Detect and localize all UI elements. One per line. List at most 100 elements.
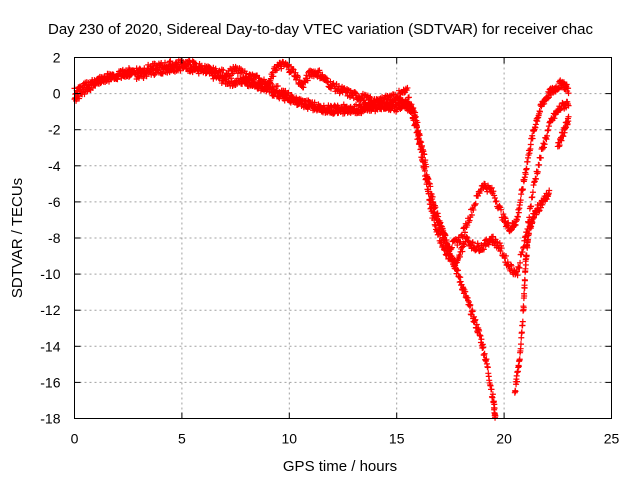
data-point xyxy=(143,73,150,80)
data-point xyxy=(524,244,531,251)
data-point xyxy=(447,252,454,259)
data-point xyxy=(370,102,377,109)
data-point xyxy=(188,64,195,71)
data-point xyxy=(410,105,417,112)
data-point xyxy=(114,73,121,80)
data-point xyxy=(386,106,393,113)
data-point xyxy=(544,95,551,102)
data-point xyxy=(504,259,511,266)
data-point xyxy=(514,272,521,279)
data-point xyxy=(419,154,426,161)
data-point xyxy=(323,75,330,82)
series-track-e xyxy=(554,113,572,150)
data-point xyxy=(97,80,104,87)
data-point xyxy=(185,57,192,64)
data-point xyxy=(541,141,548,148)
data-point xyxy=(545,126,552,133)
y-tick-label: -10 xyxy=(40,266,60,282)
grid xyxy=(74,57,612,419)
data-point xyxy=(471,202,478,209)
data-point xyxy=(167,58,174,65)
data-point xyxy=(300,84,307,91)
data-point xyxy=(412,121,419,128)
data-point xyxy=(177,67,184,74)
data-point xyxy=(428,205,435,212)
data-point xyxy=(353,90,360,97)
data-point xyxy=(411,112,418,119)
data-point xyxy=(515,263,522,270)
data-point xyxy=(496,202,503,209)
data-point xyxy=(440,246,447,253)
data-point xyxy=(435,219,442,226)
data-point xyxy=(537,108,544,115)
data-point xyxy=(210,75,217,82)
data-point xyxy=(536,207,543,214)
data-point xyxy=(74,87,81,94)
data-point xyxy=(488,386,495,393)
data-point xyxy=(294,73,301,80)
y-axis-label: SDTVAR / TECUs xyxy=(9,178,26,298)
data-point xyxy=(537,154,544,161)
data-point xyxy=(546,187,553,194)
x-tick-label: 5 xyxy=(178,431,186,447)
data-point xyxy=(166,58,173,65)
data-point xyxy=(289,66,296,73)
data-point xyxy=(544,132,551,139)
y-tick-label: 0 xyxy=(53,86,61,102)
data-points xyxy=(71,56,572,421)
data-point xyxy=(565,113,572,120)
data-point xyxy=(551,115,558,122)
data-point xyxy=(430,212,437,219)
data-point xyxy=(171,64,178,71)
data-point xyxy=(461,241,468,248)
data-point xyxy=(415,127,422,134)
data-point xyxy=(477,332,484,339)
data-point xyxy=(412,113,419,120)
data-point xyxy=(425,190,432,197)
data-point xyxy=(444,248,451,255)
data-point xyxy=(423,175,430,182)
data-point xyxy=(558,137,565,144)
data-point xyxy=(565,90,572,97)
data-point xyxy=(498,206,505,213)
data-point xyxy=(545,123,552,130)
data-point xyxy=(563,81,570,88)
data-point xyxy=(521,277,528,284)
data-point xyxy=(516,356,523,363)
y-tick-label: -14 xyxy=(40,338,60,354)
data-point xyxy=(498,245,505,252)
data-point xyxy=(313,72,320,79)
data-point xyxy=(543,136,550,143)
data-point xyxy=(518,329,525,336)
data-point xyxy=(497,248,504,255)
data-point xyxy=(513,372,520,379)
data-point xyxy=(86,85,93,92)
data-point xyxy=(290,66,297,73)
data-point xyxy=(521,285,528,292)
data-point xyxy=(145,61,152,68)
data-point xyxy=(484,364,491,371)
data-point xyxy=(301,78,308,85)
data-point xyxy=(564,121,571,128)
y-tick-label: -8 xyxy=(48,230,61,246)
data-point xyxy=(528,203,535,210)
data-point xyxy=(488,184,495,191)
x-axis-label: GPS time / hours xyxy=(283,458,397,475)
data-point xyxy=(491,405,498,412)
data-point xyxy=(243,70,250,77)
data-point xyxy=(513,381,520,388)
data-point xyxy=(431,209,438,216)
data-point xyxy=(151,72,158,79)
data-point xyxy=(492,198,499,205)
data-point xyxy=(481,181,488,188)
data-point xyxy=(413,117,420,124)
y-tick-label: -12 xyxy=(40,302,60,318)
data-point xyxy=(414,128,421,135)
data-point xyxy=(284,61,291,68)
data-point xyxy=(527,141,534,148)
x-tick-label: 0 xyxy=(71,431,79,447)
data-point xyxy=(502,215,509,222)
data-point xyxy=(442,244,449,251)
data-point xyxy=(521,293,528,300)
